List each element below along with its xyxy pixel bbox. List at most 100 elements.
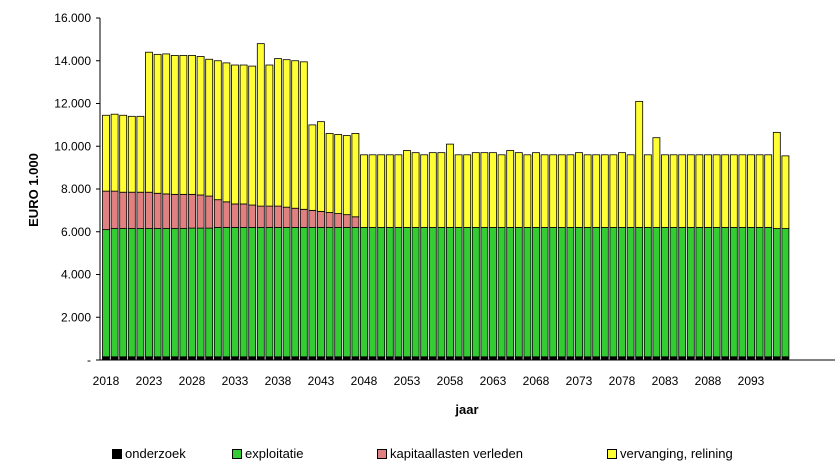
bar-segment	[540, 227, 549, 358]
legend-label: exploitatie	[245, 446, 304, 461]
x-tick-label: 2048	[351, 374, 378, 388]
bar-segment	[394, 227, 403, 358]
bar-segment	[575, 227, 583, 358]
bar-segment	[480, 152, 489, 228]
bar-segment	[205, 58, 214, 197]
bar-segment	[721, 154, 730, 228]
bar-segment	[265, 227, 274, 358]
bar-segment	[162, 228, 171, 358]
bar-segment	[557, 227, 566, 358]
bar-segment	[385, 154, 394, 228]
bar-segment	[325, 227, 334, 358]
x-tick-label: 2088	[695, 374, 722, 388]
bar-segment	[661, 227, 669, 358]
bar-segment	[592, 154, 601, 228]
bar-segment	[704, 227, 712, 358]
bar-segment	[772, 228, 781, 358]
chart-legend: onderzoek exploitatie kapitaallasten verle…	[112, 446, 832, 466]
bar-segment	[497, 227, 506, 358]
bar-segment	[239, 64, 248, 205]
bar-segment	[317, 121, 325, 212]
bar-segment	[291, 227, 300, 358]
bar-segment	[781, 228, 790, 358]
bar-segment	[747, 227, 755, 358]
bar-segment	[652, 227, 661, 358]
x-tick-label: 2078	[609, 374, 636, 388]
legend-swatch	[377, 448, 387, 459]
bar-segment	[514, 227, 523, 358]
bar-segment	[411, 227, 420, 358]
bar-segment	[764, 227, 773, 358]
bar-segment	[454, 227, 463, 358]
bar-segment	[145, 191, 153, 229]
bar-segment	[170, 55, 179, 195]
bar-segment	[566, 154, 575, 228]
bar-segment	[102, 229, 110, 358]
bar-segment	[523, 154, 532, 228]
bar-segment	[618, 227, 626, 358]
bar-segment	[170, 228, 179, 358]
bar-segment	[119, 191, 128, 229]
y-tick-label: 8.000	[61, 182, 91, 196]
bar-segment	[729, 154, 738, 228]
bar-segment	[213, 227, 222, 358]
bar-segment	[635, 100, 644, 228]
bar-segment	[308, 227, 317, 358]
bar-segment	[153, 228, 162, 358]
bar-segment	[265, 205, 274, 228]
bar-segment	[248, 65, 257, 206]
x-tick-label: 2023	[136, 374, 163, 388]
bar-segment	[222, 62, 231, 203]
bar-segment	[222, 201, 231, 228]
x-tick-label: 2018	[93, 374, 120, 388]
bar-segment	[661, 154, 669, 228]
bar-segment	[325, 133, 334, 213]
bar-series	[102, 43, 790, 361]
bar-segment	[334, 213, 343, 228]
bar-segment	[489, 152, 497, 228]
bar-segment	[110, 228, 119, 358]
bar-segment	[583, 227, 592, 358]
x-tick-label: 2063	[480, 374, 507, 388]
bar-segment	[600, 227, 609, 358]
x-tick-label: 2028	[179, 374, 206, 388]
bar-segment	[136, 228, 145, 358]
bar-segment	[342, 214, 351, 228]
bar-segment	[205, 195, 214, 229]
legend-swatch	[232, 448, 242, 459]
bar-segment	[179, 55, 188, 195]
bar-segment	[377, 227, 386, 358]
bar-segment	[145, 228, 153, 358]
bar-segment	[712, 154, 721, 228]
bar-segment	[592, 227, 601, 358]
bar-segment	[609, 227, 618, 358]
bar-segment	[342, 227, 351, 358]
bar-segment	[506, 150, 515, 228]
bar-segment	[738, 154, 747, 228]
bar-segment	[600, 154, 609, 228]
y-tick-label: 16.000	[54, 11, 91, 25]
x-tick-label: 2033	[222, 374, 249, 388]
bar-segment	[669, 154, 678, 228]
x-tick-label: 2053	[394, 374, 421, 388]
bar-segment	[618, 152, 626, 228]
bar-segment	[755, 227, 764, 358]
bar-segment	[695, 154, 704, 228]
bar-segment	[102, 190, 110, 231]
bar-segment	[652, 137, 661, 228]
legend-item: onderzoek	[112, 446, 186, 461]
bar-segment	[136, 115, 145, 193]
bar-segment	[317, 211, 325, 228]
bar-segment	[162, 53, 171, 195]
bar-segment	[403, 227, 411, 358]
bar-segment	[755, 154, 764, 228]
bar-segment	[282, 206, 291, 228]
bar-segment	[248, 227, 257, 358]
bar-segment	[729, 227, 738, 358]
bar-segment	[351, 216, 360, 228]
bar-segment	[282, 227, 291, 358]
bar-segment	[308, 209, 317, 228]
x-tick-label: 2058	[437, 374, 464, 388]
bar-segment	[695, 227, 704, 358]
y-axis-ticks: - 2.000 4.000 6.000 8.000 10.000 12.000 14.000 1…	[54, 11, 100, 367]
